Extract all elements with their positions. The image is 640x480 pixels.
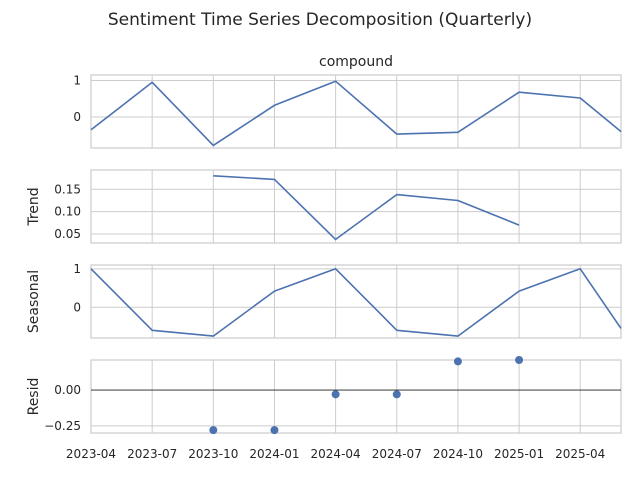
series-line-trend [213,175,520,241]
resid-point-5 [515,356,524,364]
panel-resid: −0.25 0.00 Resid [26,356,622,435]
chart-title: Sentiment Time Series Decomposition (Qua… [108,10,532,30]
grid-resid [90,360,621,433]
ylabel-resid: Resid [26,378,42,416]
ytick-trend-0: 0.05 [54,227,81,241]
resid-point-4 [453,357,462,366]
xtick-4: 2024-04 [311,447,361,461]
panel-trend: 0.05 0.10 0.15 Trend [26,169,622,244]
panel-title-compound: compound [319,54,393,70]
ylabel-seasonal: Seasonal [26,270,42,333]
frame-resid [90,359,622,434]
frame-compound [90,74,622,149]
xtick-3: 2024-01 [249,447,299,461]
xtick-5: 2024-07 [372,447,422,461]
ytick-seasonal-0: 0 [73,300,81,314]
ytick-trend-1: 0.10 [54,205,81,219]
xtick-8: 2025-04 [555,447,605,461]
panel-seasonal: 0 1 Seasonal [26,262,622,339]
series-line-compound [90,80,622,147]
xtick-7: 2025-01 [494,447,544,461]
xtick-0: 2023-04 [66,447,116,461]
ytick-compound-1: 1 [73,73,81,87]
resid-point-1 [270,426,279,435]
frame-trend [90,169,622,244]
ytick-resid-1: 0.00 [54,383,81,397]
resid-point-0 [209,426,218,435]
grid-trend [90,170,621,243]
resid-point-2 [331,390,340,399]
grid-compound [90,75,621,148]
ytick-seasonal-1: 1 [73,262,81,276]
series-line-seasonal [90,267,622,337]
ytick-trend-2: 0.15 [54,182,81,196]
chart-panels: 0 1 compound 0.05 0.10 0.15 Trend 0 1 Seasonal −0.… [26,54,622,435]
grid-seasonal [90,265,621,338]
resid-point-3 [392,390,401,399]
ylabel-trend: Trend [26,187,42,226]
xtick-2: 2023-10 [188,447,238,461]
ytick-compound-0: 0 [73,110,81,124]
ytick-resid-0: −0.25 [44,419,81,433]
panel-compound: 0 1 compound [73,54,622,149]
frame-seasonal [90,264,622,339]
x-axis-tick-labels: 2023-04 2023-07 2023-10 2024-01 2024-04 2024-… [66,447,605,461]
xtick-6: 2024-10 [433,447,483,461]
xtick-1: 2023-07 [127,447,177,461]
